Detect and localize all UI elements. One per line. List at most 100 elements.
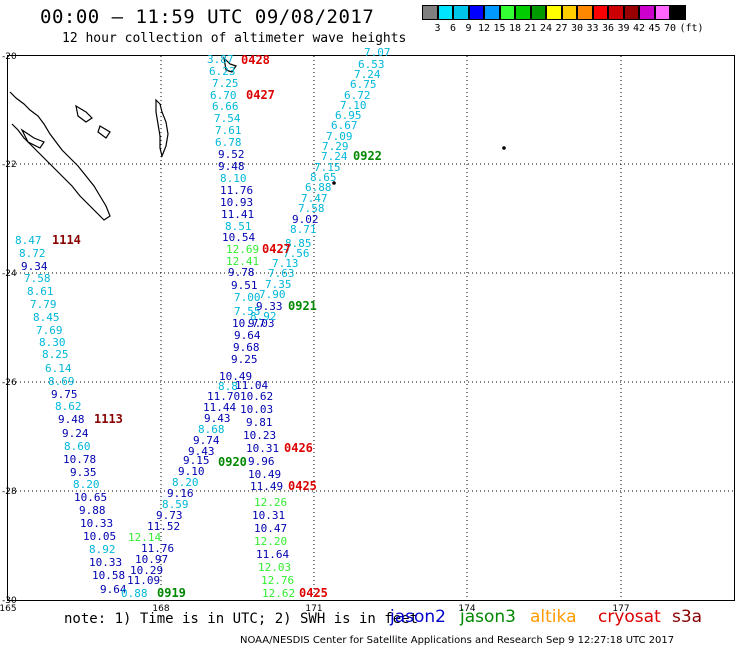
- scale-label: 12: [477, 23, 491, 34]
- wave-height-value: 9.15: [183, 454, 210, 467]
- wave-height-value: 9.10: [178, 465, 205, 478]
- axis-ticks: 165 168 171 174 177 -20 -22 -24 -26 -28 -30: [0, 52, 630, 614]
- scale-swatch: [515, 5, 531, 20]
- wave-height-value: 10.93: [220, 196, 253, 209]
- scale-label: 9: [465, 23, 472, 34]
- wave-height-value: 7.61: [215, 124, 242, 137]
- scale-swatch: [592, 5, 608, 20]
- wave-height-value: 9.78: [228, 266, 255, 279]
- pass-p0427a: 7.256.706.667.547.616.789.529.488.1011.7…: [210, 77, 275, 233]
- wave-height-value: 9.64: [234, 329, 261, 342]
- wave-height-value: 7.09: [326, 130, 353, 143]
- wave-height-value: 10.05: [83, 530, 116, 543]
- wave-height-value: 8.62: [55, 400, 82, 413]
- wave-height-value: 8.92: [89, 543, 116, 556]
- scale-swatch: [608, 5, 624, 20]
- pass-time-label: 0425: [299, 586, 328, 600]
- pass-time-label: 0921: [288, 299, 317, 313]
- wave-height-value: 7.29: [322, 140, 349, 153]
- wave-height-value: 10.23: [243, 429, 276, 442]
- scale-swatch: [561, 5, 577, 20]
- wave-height-value: 8.20: [73, 478, 100, 491]
- wave-height-value: 9.25: [231, 353, 258, 366]
- wave-height-value: 7.90: [259, 288, 286, 301]
- pass-time-label: 0919: [157, 586, 186, 600]
- wave-height-value: 10.47: [254, 522, 287, 535]
- scale-swatch: [546, 5, 562, 20]
- wave-height-value: 6.95: [335, 109, 362, 122]
- wave-height-value: 7.58: [24, 272, 51, 285]
- pass-time-label: 0920: [218, 455, 247, 469]
- pass-p0425b: 12.2610.3110.4712.2011.6412.0312.7612.62…: [252, 479, 317, 600]
- wave-height-value: 9.03: [248, 317, 275, 330]
- coastline-new-caledonia: [9, 56, 506, 221]
- wave-height-value: 7.00: [234, 291, 261, 304]
- pass-p0919: 11.0910.2910.9711.7612.1411.529.738.599.…: [127, 390, 240, 600]
- scale-swatch: [670, 5, 686, 20]
- scale-swatch: [654, 5, 670, 20]
- wave-height-value: 7.55: [234, 305, 261, 318]
- wave-height-value: 9.43: [204, 412, 231, 425]
- y-tick-label: -24: [2, 269, 17, 279]
- wave-height-value: 7.15: [314, 161, 341, 174]
- wave-height-value: 9.16: [167, 487, 194, 500]
- wave-height-value: 12.62: [262, 587, 295, 600]
- wave-height-value: 12.76: [261, 574, 294, 587]
- wave-height-value: 8.85: [285, 237, 312, 250]
- pass-p1113: 9.489.248.6010.789.358.2010.659.8810.331…: [58, 412, 148, 600]
- scale-swatch: [623, 5, 639, 20]
- scale-label: 24: [539, 23, 553, 34]
- wave-height-value: 7.69: [36, 324, 63, 337]
- pass-time-label: 0426: [284, 441, 313, 455]
- wave-height-value: 7.24: [321, 150, 348, 163]
- scale-label: 39: [617, 23, 630, 34]
- pass-time-label: 1114: [52, 233, 81, 247]
- wave-height-value: 6.78: [215, 136, 242, 149]
- wave-height-value: 8.10: [220, 172, 247, 185]
- pass-time-label: 0427: [246, 88, 275, 102]
- wave-height-value: 7.10: [340, 99, 367, 112]
- wave-height-value: 7.56: [283, 247, 310, 260]
- x-tick-label: 165: [0, 604, 17, 614]
- wave-height-value: 10.29: [130, 564, 163, 577]
- wave-height-value: 10.77: [232, 317, 265, 330]
- wave-height-value: 10.78: [63, 453, 96, 466]
- wave-height-value: 6.88: [305, 181, 332, 194]
- wave-height-value: 6.67: [331, 119, 358, 132]
- wave-height-value: 11.76: [141, 542, 174, 555]
- wave-height-value: 7.25: [212, 77, 239, 90]
- scale-label: 15: [493, 23, 506, 34]
- scale-unit: (ft): [679, 23, 704, 34]
- wave-height-value: 8.47: [15, 234, 42, 247]
- wave-height-value: 8.69: [48, 375, 75, 388]
- pass-p0922: 7.076.537.246.756.727.106.956.677.097.29…: [298, 46, 391, 215]
- wave-height-value: 9.74: [193, 434, 220, 447]
- wave-height-value: 7.63: [268, 267, 295, 280]
- wave-height-value: 10.49: [219, 370, 252, 383]
- y-tick-label: -26: [2, 378, 17, 388]
- wave-height-value: 9.34: [21, 260, 48, 273]
- wave-height-value: 7.58: [298, 202, 325, 215]
- wave-height-value: 7.79: [30, 298, 57, 311]
- wave-height-value: 8.59: [162, 498, 189, 511]
- wave-height-value: 10.65: [74, 491, 107, 504]
- wave-height-value: 10.97: [135, 553, 168, 566]
- wave-height-value: 0.88: [121, 587, 148, 600]
- wave-height-value: 11.70: [207, 390, 240, 403]
- wave-height-value: 8.72: [19, 247, 46, 260]
- scale-swatch: [484, 5, 500, 20]
- wave-height-value: 9.81: [246, 416, 273, 429]
- wave-height-value: 12.14: [128, 531, 161, 544]
- x-tick-label: 177: [612, 604, 629, 614]
- y-tick-label: -28: [2, 487, 17, 497]
- wave-height-value: 3.87: [207, 53, 234, 66]
- y-tick-label: -22: [2, 160, 17, 170]
- wave-height-value: 9.75: [51, 388, 78, 401]
- wave-height-value: 10.54: [222, 231, 255, 244]
- x-tick-label: 171: [305, 604, 322, 614]
- pass-p0920: 10.498.811.0410.6210.039.8110.2310.319.9…: [218, 370, 283, 493]
- x-tick-label: 174: [458, 604, 475, 614]
- y-tick-label: -20: [2, 52, 17, 62]
